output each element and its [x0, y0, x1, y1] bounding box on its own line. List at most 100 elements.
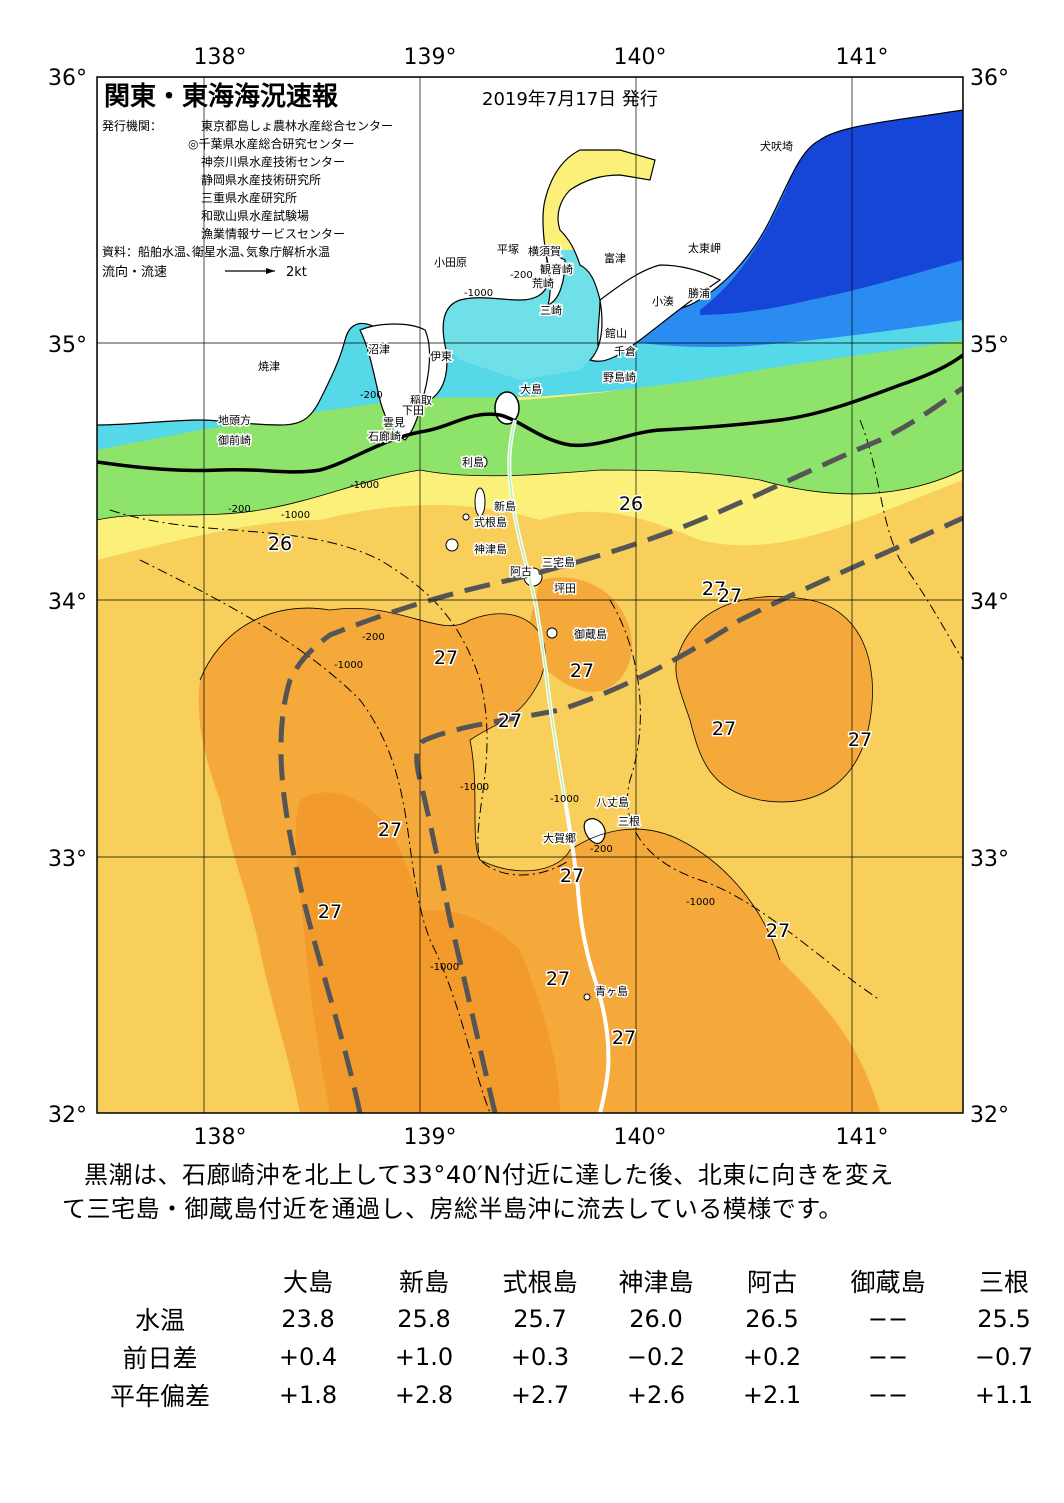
table-cell: +0.3 [510, 1343, 570, 1371]
commentary-line-1: 黒潮は、石廊崎沖を北上して33°40′N付近に達した後、北東に向きを変え [84, 1161, 894, 1189]
place-name: 八丈島 [596, 795, 629, 809]
row-label: 平年偏差 [109, 1382, 210, 1411]
place-name: 三崎 [540, 303, 562, 317]
issue-date: 2019年7月17日 発行 [482, 89, 658, 110]
place-name: 新島 [494, 499, 516, 513]
temperature-field [97, 77, 963, 1113]
place-name: 館山 [605, 326, 627, 340]
isotherm-label: 27 [712, 718, 736, 740]
place-name: 式根島 [474, 515, 507, 529]
table-cell: +0.2 [742, 1343, 802, 1371]
issuer-list: 東京都島しょ農林水産総合センター ◎千葉県水産総合研究センター神奈川県水産技術セン… [188, 118, 393, 241]
longitude-label: 141° [836, 45, 889, 70]
latitude-label: 33° [970, 847, 1009, 872]
flow-scale-value: 2kt [286, 265, 307, 280]
latitude-labels-left: 36° 35° 34° 33° 32° [48, 66, 87, 1128]
place-name: 太東岬 [688, 242, 721, 255]
depth-contour-200 [109, 509, 571, 876]
table-cell: +2.6 [626, 1381, 686, 1409]
depth-label: -1000 [350, 480, 379, 491]
place-name: 神津島 [474, 542, 507, 556]
depth-label: -200 [228, 504, 251, 515]
place-name: 富津 [604, 251, 626, 265]
table-cell: 26.5 [745, 1305, 799, 1333]
place-name: 坪田 [554, 582, 576, 595]
issuer-name: 漁業情報サービスセンター [201, 227, 345, 241]
table-cell: 25.8 [397, 1305, 451, 1333]
depth-label: -200 [360, 390, 383, 401]
table-cell: +2.1 [742, 1381, 802, 1409]
depth-contour-east [859, 419, 963, 661]
place-name: 犬吠埼 [760, 139, 793, 153]
island-niijima [474, 487, 486, 517]
table-cell: +1.1 [974, 1381, 1034, 1409]
isotherm-label: 26 [268, 533, 292, 555]
place-name: 御蔵島 [574, 627, 607, 641]
isotherm-label: 27 [434, 647, 458, 669]
depth-label: -1000 [686, 897, 715, 908]
place-name: 小田原 [434, 256, 467, 269]
latitude-label: 34° [48, 590, 87, 615]
column-header: 御蔵島 [850, 1268, 926, 1297]
table-corner [70, 1262, 250, 1300]
place-name: 荒崎 [532, 276, 554, 290]
place-name: 青ヶ島 [595, 984, 628, 998]
table-row: 水温 23.8 25.8 25.7 26.0 26.5 −− 25.5 [70, 1300, 1062, 1338]
ship-track-inner [508, 419, 566, 801]
latitude-label: 34° [970, 590, 1009, 615]
longitude-label: 138° [194, 1125, 247, 1150]
table-cell: −− [867, 1381, 909, 1409]
island-hachijojima [583, 818, 606, 845]
longitude-label: 139° [404, 1125, 457, 1150]
table-cell: +0.4 [278, 1343, 338, 1371]
place-name: 利島 [462, 455, 484, 469]
longitude-labels-top: 138° 139° 140° 141° [194, 45, 889, 70]
place-name: 沼津 [368, 342, 390, 356]
sst-27-patch-center [528, 577, 632, 692]
longitude-labels-bottom: 138° 139° 140° 141° [194, 1125, 889, 1150]
data-source: 資料：船舶水温､衛星水温､気象庁解析水温 [102, 244, 330, 259]
depth-label: -1000 [464, 288, 493, 299]
latitude-label: 32° [48, 1103, 87, 1128]
commentary-line-2: て三宅島・御蔵島付近を通過し、房総半島沖に流去している模様です。 [62, 1195, 843, 1223]
table-cell: −− [867, 1343, 909, 1371]
land-honshu [97, 77, 963, 426]
isotherm-label: 27 [718, 585, 742, 607]
table-row: 平年偏差 +1.8 +2.8 +2.7 +2.6 +2.1 −− +1.1 [70, 1376, 1062, 1414]
issuer-name: 東京都島しょ農林水産総合センター [201, 118, 393, 133]
depth-label: -1000 [334, 660, 363, 671]
longitude-label: 140° [614, 45, 667, 70]
isotherm-line-b [199, 607, 781, 961]
column-header: 大島 [282, 1268, 333, 1297]
depth-label: -200 [590, 844, 613, 855]
place-name: 小湊 [652, 294, 674, 308]
isotherm-label: 27 [848, 729, 872, 751]
place-name: 大賀郷 [543, 831, 576, 845]
issuer-name: 和歌山県水産試験場 [201, 208, 309, 223]
isotherm-label: 27 [702, 578, 726, 600]
land-izu [359, 323, 431, 441]
latitude-label: 33° [48, 847, 87, 872]
place-name: 三宅島 [542, 555, 575, 569]
isotherm-label: 26 [619, 493, 643, 515]
flow-scale-arrowhead-icon [266, 268, 275, 274]
place-name: 焼津 [258, 360, 280, 373]
longitude-label: 141° [836, 1125, 889, 1150]
latitude-labels-right: 36° 35° 34° 33° 32° [970, 66, 1009, 1128]
place-name: 勝浦 [688, 286, 710, 300]
table-row: 前日差 +0.4 +1.0 +0.3 −0.2 +0.2 −− −0.7 [70, 1338, 1062, 1376]
latitude-label: 36° [970, 66, 1009, 91]
depth-contour-1000 [139, 559, 491, 1113]
table-cell: 25.5 [977, 1305, 1031, 1333]
isotherm-line-a [97, 469, 963, 521]
table-cell: 23.8 [281, 1305, 335, 1333]
depth-label: -1000 [550, 794, 579, 805]
place-name: 御前崎 [218, 433, 251, 447]
kuroshio-front-line [97, 353, 963, 474]
column-header: 三根 [978, 1268, 1029, 1297]
land-miura [544, 248, 566, 307]
place-name: 横須賀 [528, 244, 561, 258]
island-kozushima [445, 538, 459, 552]
depth-contour-labels: -200 -1000 -200 -1000 -200 -1000 -200 -1000 -100… [228, 270, 715, 973]
